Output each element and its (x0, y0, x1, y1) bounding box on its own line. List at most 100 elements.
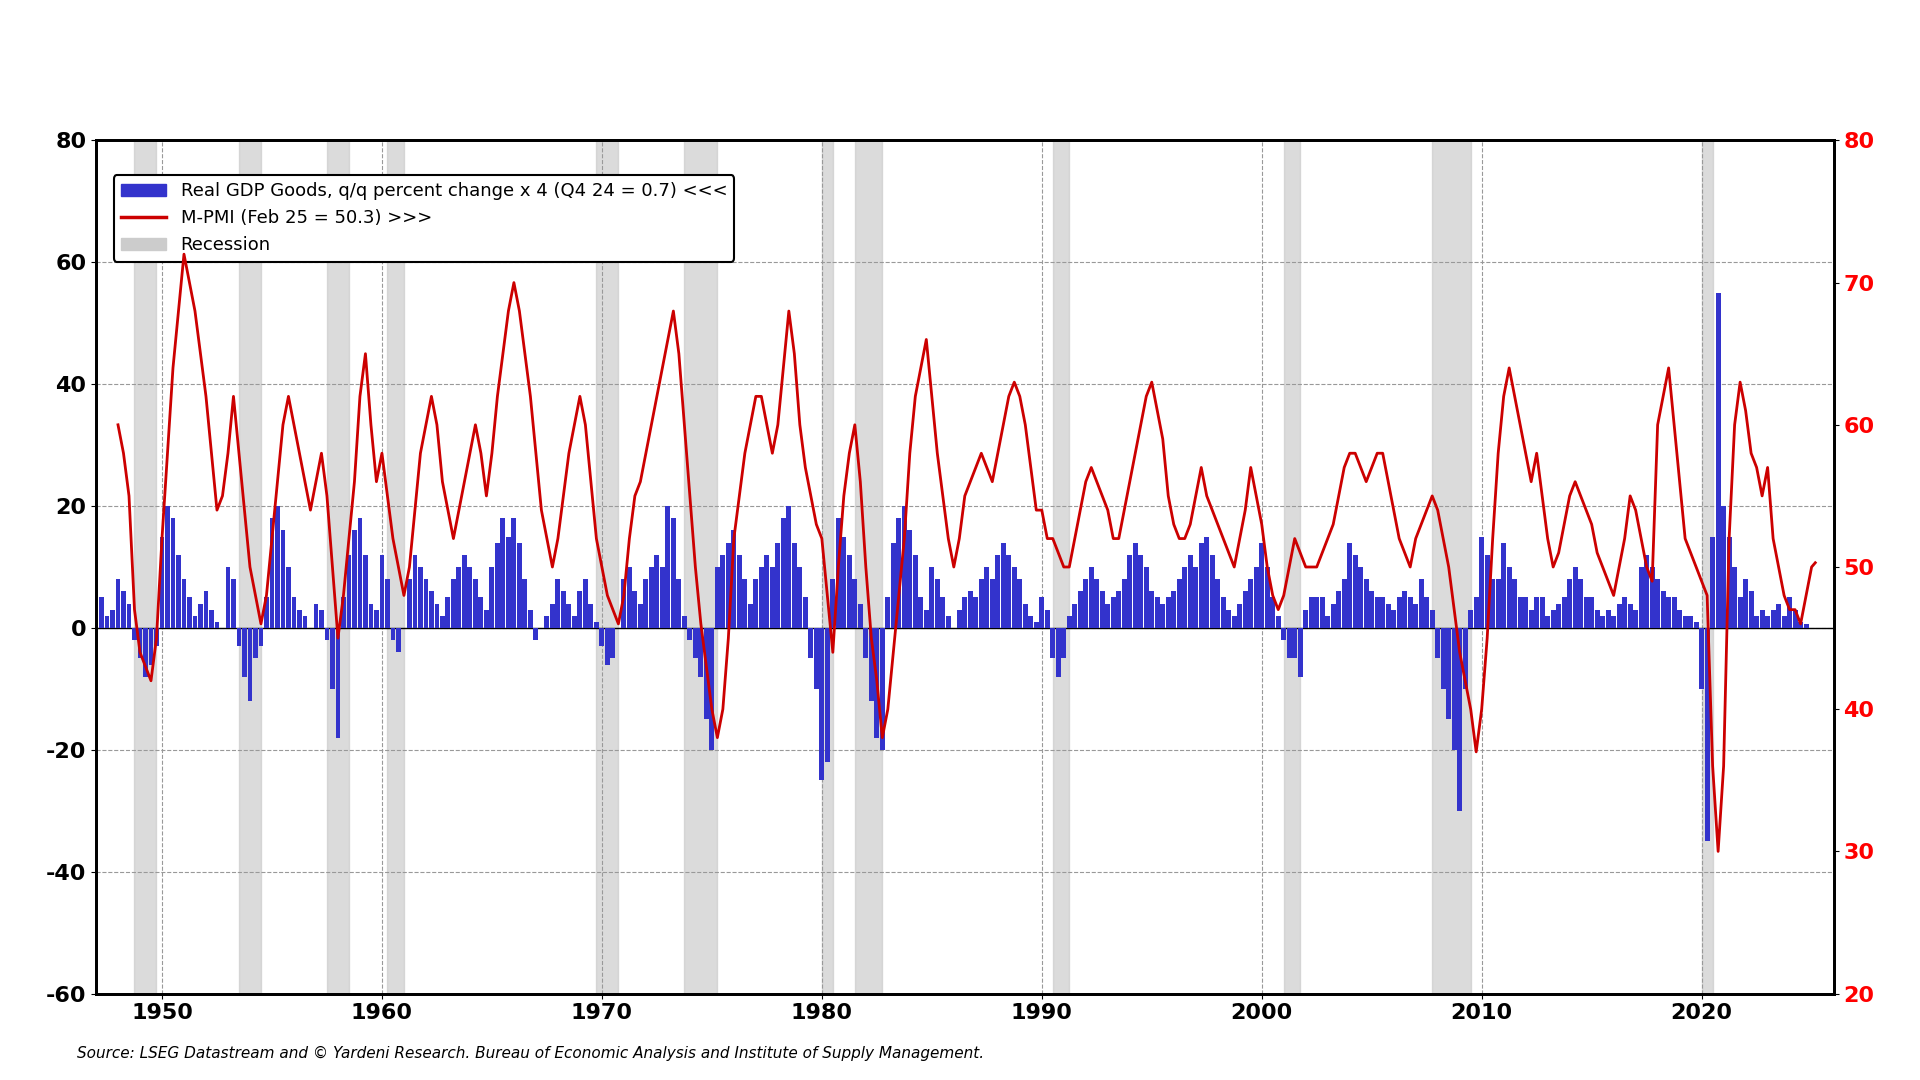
Bar (708, 627, 714, 750)
Bar (1436, 627, 1440, 659)
Bar (1380, 597, 1384, 627)
Bar (1628, 604, 1632, 627)
Bar (1501, 542, 1505, 627)
Bar (1402, 592, 1407, 627)
Bar (666, 507, 670, 627)
Bar (578, 592, 582, 627)
Bar (714, 567, 720, 627)
Bar (1617, 604, 1622, 627)
Bar (303, 616, 307, 627)
Bar (1463, 627, 1467, 689)
Bar (386, 579, 390, 627)
Bar (298, 609, 301, 627)
Bar (1271, 597, 1275, 627)
Bar (259, 627, 263, 646)
Bar (1112, 597, 1116, 627)
Bar (419, 567, 422, 627)
Bar (1073, 604, 1077, 627)
Bar (1446, 627, 1452, 719)
Bar (622, 579, 626, 627)
Text: MANUFACTURING PURCHASING MANAGERS INDEX VS REAL GDP GOODS: MANUFACTURING PURCHASING MANAGERS INDEX … (401, 78, 1519, 106)
Bar (236, 627, 242, 646)
Bar (1496, 579, 1501, 627)
Bar (991, 579, 995, 627)
Bar (177, 555, 180, 627)
Bar (1275, 616, 1281, 627)
Bar (1033, 622, 1039, 627)
Bar (445, 597, 451, 627)
Bar (605, 627, 611, 664)
Bar (649, 567, 655, 627)
Bar (1254, 567, 1260, 627)
Bar (1507, 567, 1511, 627)
Bar (100, 597, 104, 627)
Bar (655, 555, 659, 627)
Bar (286, 567, 290, 627)
Bar (1116, 592, 1121, 627)
Bar (1478, 537, 1484, 627)
Legend: Real GDP Goods, q/q percent change x 4 (Q4 24 = 0.7) <<<, M-PMI (Feb 25 = 50.3) : Real GDP Goods, q/q percent change x 4 (… (113, 175, 733, 261)
Bar (253, 627, 257, 659)
Bar (1319, 597, 1325, 627)
Bar (758, 567, 764, 627)
Bar (1309, 597, 1313, 627)
Bar (737, 555, 741, 627)
Bar (1150, 592, 1154, 627)
Bar (1749, 592, 1753, 627)
Bar (396, 627, 401, 652)
Bar (956, 609, 962, 627)
Bar (1369, 592, 1375, 627)
Bar (1738, 597, 1743, 627)
Bar (1517, 597, 1523, 627)
Bar (134, 140, 157, 994)
Bar (1678, 609, 1682, 627)
Bar (1183, 567, 1187, 627)
Bar (1764, 616, 1770, 627)
Bar (1413, 604, 1419, 627)
Bar (275, 507, 280, 627)
Bar (1284, 140, 1300, 994)
Bar (1083, 579, 1089, 627)
Bar (1336, 592, 1342, 627)
Bar (1599, 616, 1605, 627)
Bar (230, 579, 236, 627)
Bar (979, 579, 983, 627)
Bar (242, 627, 248, 677)
Bar (1348, 542, 1352, 627)
Bar (1089, 567, 1094, 627)
Bar (1315, 597, 1319, 627)
Bar (1776, 604, 1782, 627)
Bar (1298, 627, 1302, 677)
Bar (1106, 604, 1110, 627)
Bar (159, 537, 165, 627)
Bar (1655, 579, 1661, 627)
Bar (973, 597, 977, 627)
Bar (637, 604, 643, 627)
Bar (138, 627, 142, 659)
Bar (1044, 609, 1050, 627)
Bar (326, 140, 349, 994)
Bar (154, 627, 159, 646)
Bar (660, 567, 664, 627)
Bar (1469, 609, 1473, 627)
Bar (1023, 604, 1027, 627)
Bar (1425, 597, 1428, 627)
Bar (1242, 592, 1248, 627)
Bar (947, 616, 950, 627)
Bar (670, 518, 676, 627)
Bar (1133, 542, 1139, 627)
Bar (632, 592, 637, 627)
Bar (467, 567, 472, 627)
Bar (472, 579, 478, 627)
Bar (1006, 555, 1012, 627)
Bar (1611, 616, 1617, 627)
Bar (885, 597, 891, 627)
Bar (1396, 597, 1402, 627)
Bar (484, 609, 490, 627)
Bar (908, 530, 912, 627)
Bar (336, 627, 340, 738)
Bar (198, 604, 204, 627)
Bar (1605, 609, 1611, 627)
Bar (1194, 567, 1198, 627)
Bar (324, 627, 330, 640)
